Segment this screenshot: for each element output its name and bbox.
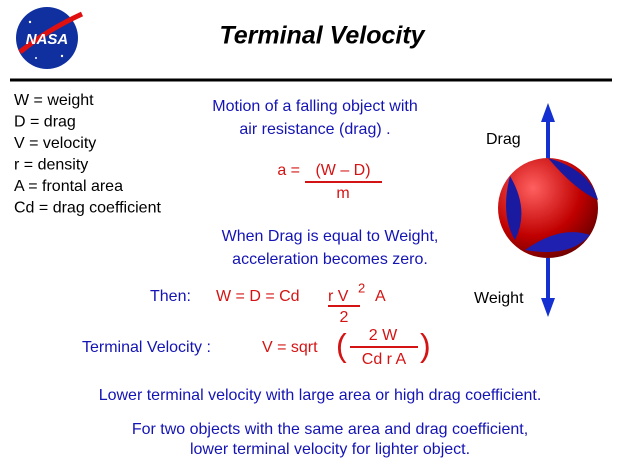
terminal-lhs: V = sqrt <box>262 339 318 356</box>
note: For two objects with the same area and d… <box>132 421 528 438</box>
legend: W = weight D = drag V = velocity r = densit… <box>14 92 161 217</box>
logo-text: NASA <box>26 31 69 48</box>
then-exponent: 2 <box>358 280 365 295</box>
intro-line: air resistance (drag) . <box>239 121 390 138</box>
terminal-label: Terminal Velocity : <box>82 339 211 356</box>
note: lower terminal velocity for lighter obje… <box>190 441 470 458</box>
then-after: A <box>375 288 386 305</box>
legend-entry: r = density <box>14 157 88 174</box>
equation-lhs: a = <box>277 162 300 179</box>
then-label: Then: <box>150 288 191 305</box>
paren: ) <box>420 327 431 363</box>
then-denominator: 2 <box>340 309 349 326</box>
legend-entry: V = velocity <box>14 135 96 152</box>
then-lhs: W = D = Cd <box>216 288 300 305</box>
drag-label: Drag <box>486 131 521 148</box>
then-numerator: r V <box>328 288 349 305</box>
weight-label: Weight <box>474 290 524 307</box>
intro-line: Motion of a falling object with <box>212 98 417 115</box>
note: Lower terminal velocity with large area … <box>99 387 542 404</box>
equation-denominator: m <box>336 185 349 202</box>
condition-line: acceleration becomes zero. <box>232 251 428 268</box>
ball-diagram: Drag Weight <box>474 103 598 317</box>
equation-numerator: (W – D) <box>315 162 370 179</box>
title: Terminal Velocity <box>219 22 425 50</box>
legend-entry: D = drag <box>14 114 76 131</box>
terminal-numerator: 2 W <box>369 327 398 344</box>
terminal-denominator: Cd r A <box>362 351 407 368</box>
condition-line: When Drag is equal to Weight, <box>222 228 439 245</box>
legend-entry: Cd = drag coefficient <box>14 200 161 217</box>
nasa-logo: NASA <box>16 7 84 69</box>
paren: ( <box>336 327 347 363</box>
legend-entry: A = frontal area <box>14 178 123 195</box>
legend-entry: W = weight <box>14 92 94 109</box>
